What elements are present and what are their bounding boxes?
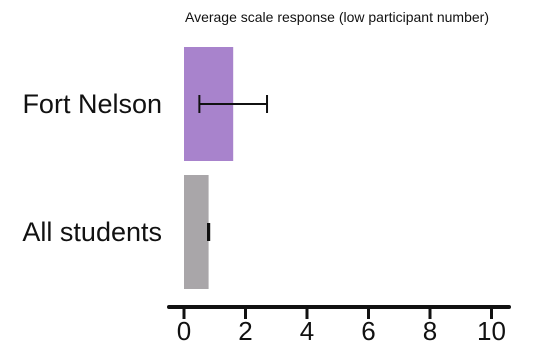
chart-title: Average scale response (low participant …: [185, 9, 489, 25]
x-tick-label-10: 10: [477, 316, 506, 345]
category-labels: Fort Nelson All students: [22, 89, 162, 247]
x-tick-label-2: 2: [238, 316, 252, 345]
x-axis: 0 2 4 6 8 10: [167, 305, 511, 345]
x-tick-label-4: 4: [300, 316, 314, 345]
x-tick-label-0: 0: [177, 316, 191, 345]
x-tick-label-6: 6: [361, 316, 375, 345]
x-tick-label-8: 8: [423, 316, 437, 345]
bars-layer: [184, 47, 234, 289]
error-bars-layer: [198, 95, 269, 241]
category-label-all-students: All students: [22, 217, 162, 247]
bar-all-students: [184, 175, 209, 289]
category-label-fort-nelson: Fort Nelson: [22, 89, 162, 119]
